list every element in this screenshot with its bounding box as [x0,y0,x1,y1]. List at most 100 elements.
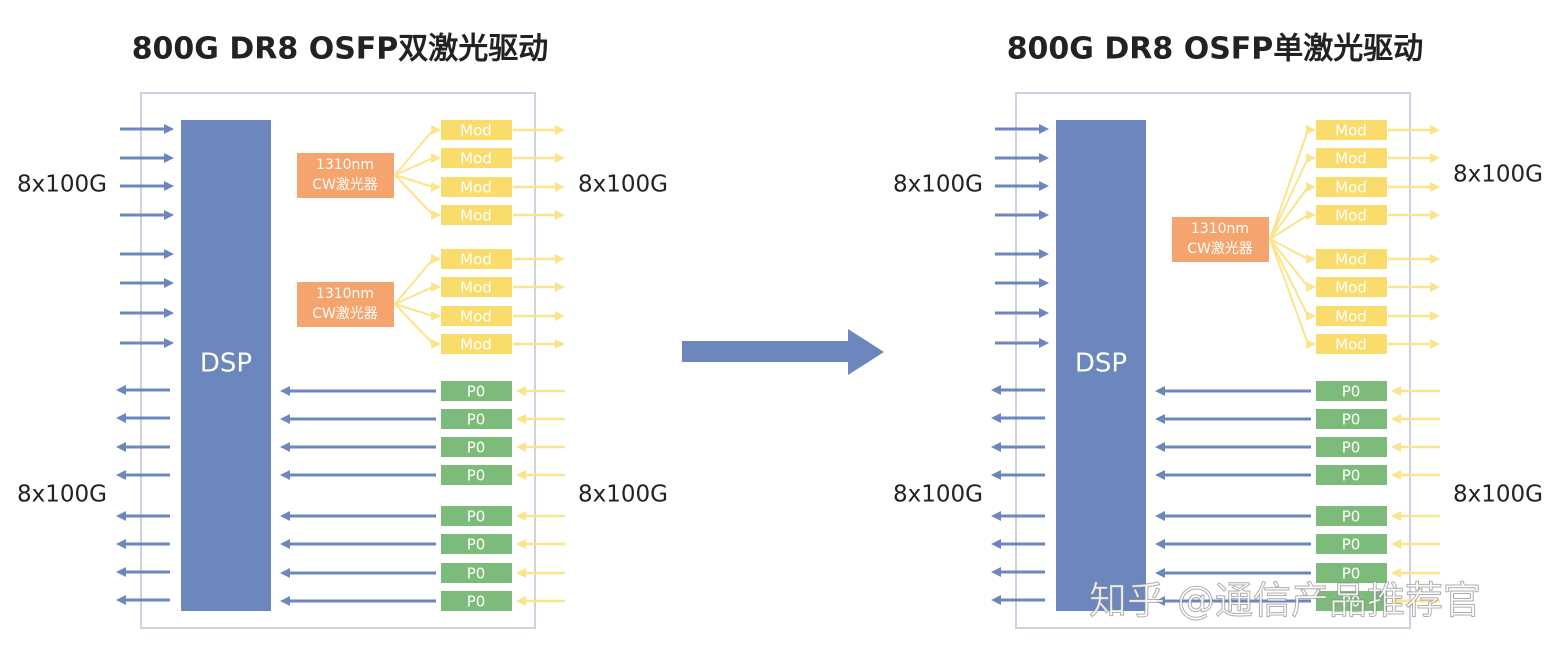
dsp-label: DSP [1075,349,1127,379]
photodetector-label: P0 [467,536,486,554]
arrow-head [164,124,174,134]
photodetector [1316,465,1387,485]
arrow-head [1306,210,1316,220]
photodetector-label: P0 [1342,565,1361,583]
arrow-head [1306,125,1316,135]
photodetector-label: P0 [1342,467,1361,485]
arrow-head [555,282,565,292]
modulator [441,277,512,297]
arrow-head [1039,308,1049,318]
photodetector [1316,437,1387,457]
arrow-head [555,182,565,192]
modulator [441,177,512,197]
arrow-head [280,568,290,578]
arrow-head [1430,254,1440,264]
arrow-head [1039,278,1049,288]
laser-block [297,282,394,327]
photodetector [1316,563,1387,583]
arrow-head [116,595,126,605]
photodetector [441,465,512,485]
modulator-label: Mod [460,251,492,269]
modulator-label: Mod [460,336,492,354]
io-label: 8x100G [578,482,668,508]
arrow-head [1039,153,1049,163]
arrow-head [164,278,174,288]
arrow-head [1155,511,1165,521]
photodetector-label: P0 [1342,508,1361,526]
fan-line [1269,238,1309,260]
fan-line [394,258,434,305]
fan-line [1269,157,1309,240]
arrow-head [1155,568,1165,578]
laser-label: CW激光器 [312,305,378,322]
arrow-head [280,511,290,521]
photodetector-label: P0 [1342,439,1361,457]
photodetector [1316,534,1387,554]
io-label: 8x100G [1453,482,1543,508]
io-label: 8x100G [578,172,668,198]
io-label: 8x100G [893,172,983,198]
arrow-head [1391,539,1401,549]
module-outline [1015,92,1411,629]
photodetector-label: P0 [467,439,486,457]
arrow-head [991,413,1001,423]
fan-line [394,129,434,176]
modulator-label: Mod [1335,279,1367,297]
arrow-head [116,511,126,521]
arrow-head [555,125,565,135]
photodetector [441,506,512,526]
arrow-head [1430,311,1440,321]
arrow-head [116,539,126,549]
arrow-head [164,308,174,318]
arrow-head [1430,210,1440,220]
panel-title: 800G DR8 OSFP单激光驱动 [1007,32,1424,67]
arrow-head [280,470,290,480]
watermark: 知乎 @通信产品推荐官 [1089,579,1481,623]
photodetector [1316,409,1387,429]
modulator-label: Mod [1335,122,1367,140]
arrow-head [1155,386,1165,396]
photodetector-label: P0 [467,411,486,429]
fan-line [394,157,434,176]
arrow-head [516,568,526,578]
modulator [441,205,512,225]
arrow-head [116,567,126,577]
modulator [1316,334,1387,354]
arrow-head [1430,339,1440,349]
arrow-head [991,470,1001,480]
arrow-head [164,153,174,163]
dsp-block [181,120,271,611]
arrow-head [555,339,565,349]
laser-block [297,153,394,198]
modulator-label: Mod [1335,179,1367,197]
arrow-head [431,182,441,192]
dsp-block [1056,120,1146,611]
arrow-head [555,254,565,264]
arrow-head [280,414,290,424]
arrow-head [991,595,1001,605]
modulator [1316,306,1387,326]
arrow-head [1039,210,1049,220]
arrow-head [164,338,174,348]
photodetector [441,591,512,611]
photodetector-label: P0 [467,565,486,583]
modulator [441,334,512,354]
arrow-head [431,282,441,292]
panel: 800G DR8 OSFP双激光驱动 DSP 8x100G 8x100G 8x100G 8… [17,32,668,629]
arrow-head [1039,181,1049,191]
arrow-head [116,442,126,452]
fan-line [1269,238,1309,317]
modulator-label: Mod [460,150,492,168]
arrow-head [1391,414,1401,424]
fan-line [394,303,434,317]
modulator [441,120,512,140]
modulator [441,249,512,269]
arrow-head [516,386,526,396]
arrow-head [431,311,441,321]
modulator-label: Mod [1335,336,1367,354]
arrow-head [1155,539,1165,549]
photodetector-label: P0 [467,593,486,611]
laser-label: 1310nm [316,157,374,173]
arrow-head [1391,386,1401,396]
arrow-head [1306,311,1316,321]
